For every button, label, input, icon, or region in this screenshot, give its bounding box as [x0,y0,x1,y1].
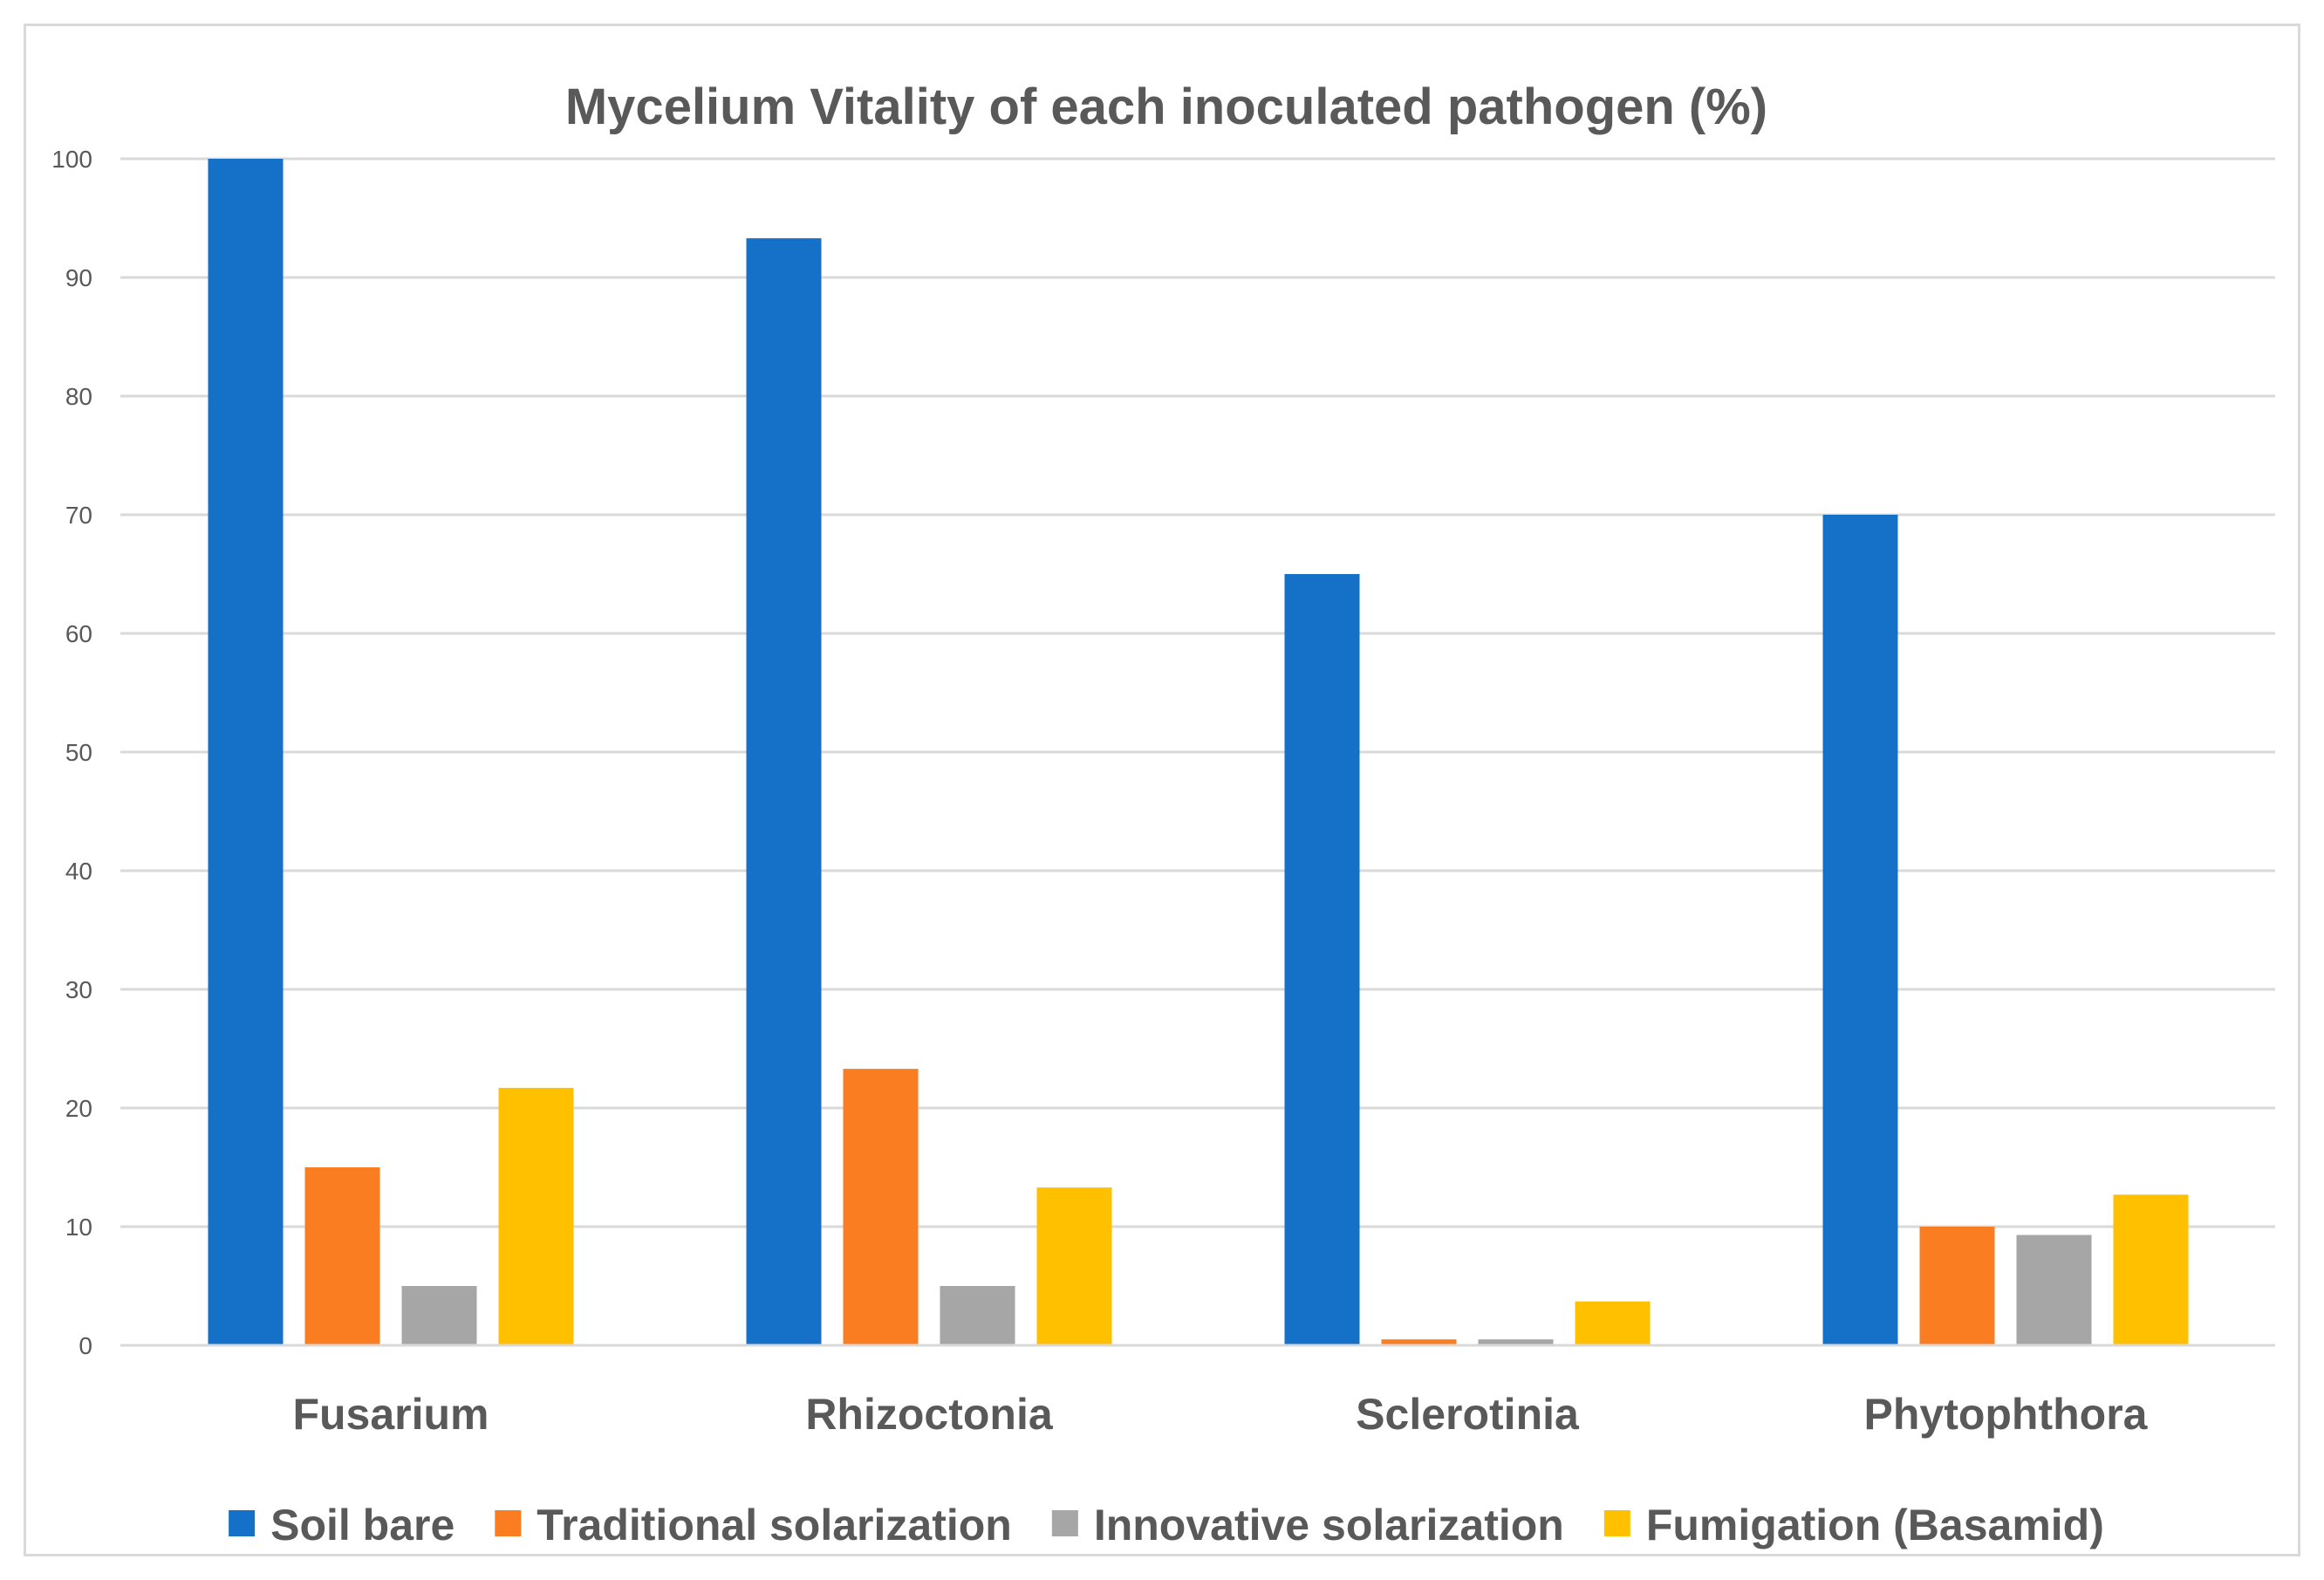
chart-title: Mycelium Vitality of each inoculated pat… [565,79,1767,135]
bar-rhizoctonia-innovative-solarization [940,1286,1015,1345]
bar-phytophthora-traditional-solarization [1919,1227,1995,1345]
legend-swatch-soil-bare [229,1510,256,1536]
chart-frame: Mycelium Vitality of each inoculated pat… [24,24,2300,1556]
bar-fusarium-soil-bare [208,159,284,1345]
y-tick-label: 50 [65,739,92,766]
bar-fusarium-traditional-solarization [304,1167,380,1345]
y-tick-label: 90 [65,264,92,291]
chart-svg: Mycelium Vitality of each inoculated pat… [51,79,2275,1549]
x-tick-label-sclerotinia: Sclerotinia [1356,1390,1580,1439]
bar-sclerotinia-innovative-solarization [1478,1339,1554,1345]
legend-label-innovative-solarization: Innovative solarization [1094,1501,1564,1549]
y-tick-label: 10 [65,1214,92,1241]
x-tick-label-fusarium: Fusarium [292,1390,489,1439]
y-tick-label: 20 [65,1095,92,1122]
bar-fusarium-fumigation-basamid [498,1087,574,1345]
legend-label-traditional-solarization: Traditional solarization [537,1501,1012,1549]
grid-layer [120,157,2275,1228]
y-tick-label: 100 [51,146,92,173]
y-axis-tick-labels: 0 10 20 30 40 50 60 70 80 90 100 [51,146,92,1359]
legend-label-soil-bare: Soil bare [270,1501,455,1549]
legend-item-innovative-solarization: Innovative solarization [1051,1501,1564,1549]
legend-item-soil-bare: Soil bare [229,1501,455,1549]
y-tick-label: 80 [65,383,92,410]
bar-phytophthora-innovative-solarization [2016,1235,2092,1345]
x-tick-label-phytophthora: Phytophthora [1864,1390,2149,1439]
bar-rhizoctonia-fumigation-basamid [1036,1187,1112,1345]
bar-fusarium-innovative-solarization [401,1286,477,1345]
category-labels: Fusarium Rhizoctonia Sclerotinia Phytophtho… [292,1390,2148,1439]
legend-swatch-traditional-solarization [495,1510,522,1536]
legend-item-fumigation-basamid: Fumigation (Basamid) [1603,1501,2104,1549]
bar-layer [208,159,2189,1345]
y-tick-label: 70 [65,502,92,529]
bar-rhizoctonia-soil-bare [746,238,822,1345]
legend: Soil bare Traditional solarization Innovat… [229,1501,2104,1549]
y-tick-label: 60 [65,620,92,647]
x-tick-label-rhizoctonia: Rhizoctonia [805,1390,1054,1439]
y-tick-label: 0 [79,1332,92,1359]
legend-label-fumigation-basamid: Fumigation (Basamid) [1646,1501,2104,1549]
bar-rhizoctonia-traditional-solarization [843,1069,919,1345]
y-tick-label: 30 [65,976,92,1003]
bar-sclerotinia-soil-bare [1284,574,1360,1345]
bar-sclerotinia-traditional-solarization [1381,1339,1457,1345]
y-tick-label: 40 [65,858,92,885]
legend-swatch-fumigation-basamid [1603,1510,1630,1536]
legend-item-traditional-solarization: Traditional solarization [495,1501,1012,1549]
bar-phytophthora-soil-bare [1822,515,1898,1345]
bar-phytophthora-fumigation-basamid [2113,1194,2189,1345]
bar-sclerotinia-fumigation-basamid [1575,1301,1651,1345]
legend-swatch-innovative-solarization [1051,1510,1078,1536]
